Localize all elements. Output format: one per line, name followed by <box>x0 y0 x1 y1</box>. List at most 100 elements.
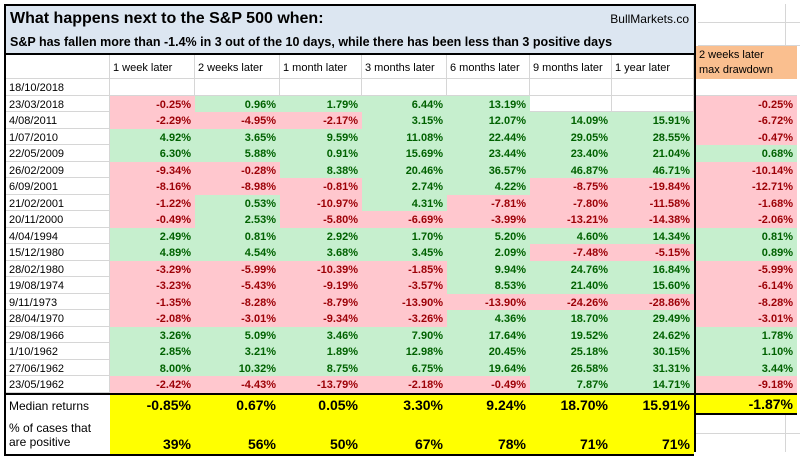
return-cell: 4.89% <box>110 244 195 261</box>
return-cell: 0.96% <box>195 95 280 112</box>
return-cell: 3.26% <box>110 326 195 343</box>
return-cell: 26.58% <box>530 359 612 376</box>
return-cell: -10.39% <box>280 260 362 277</box>
return-cell: 15.91% <box>612 112 694 129</box>
date-cell: 23/05/1962 <box>6 376 110 393</box>
date-cell: 1/07/2010 <box>6 128 110 145</box>
median-cell: 9.24% <box>447 394 530 417</box>
table-row: 21/02/2001 -1.22% 0.53% -10.97% 4.31% -7.81% -… <box>6 194 694 211</box>
return-cell: -24.26% <box>530 293 612 310</box>
return-cell: -10.97% <box>280 194 362 211</box>
return-cell: 1.70% <box>362 227 447 244</box>
return-cell: 30.15% <box>612 343 694 360</box>
column-header: 3 months later <box>362 55 447 79</box>
return-cell: 17.64% <box>447 326 530 343</box>
return-cell: 4.36% <box>447 310 530 327</box>
column-header: 6 months later <box>447 55 530 79</box>
return-cell: 24.76% <box>530 260 612 277</box>
return-cell: -3.57% <box>362 277 447 294</box>
percent-positive-cell: 39% <box>110 417 195 454</box>
date-cell: 27/06/1962 <box>6 359 110 376</box>
return-cell: 2.49% <box>110 227 195 244</box>
gridline <box>698 22 800 23</box>
return-cell: -0.28% <box>195 161 280 178</box>
return-cell: 5.09% <box>195 326 280 343</box>
return-cell: 2.85% <box>110 343 195 360</box>
return-cell: 18.70% <box>530 310 612 327</box>
median-max-drawdown-cell: -1.87% <box>696 392 797 415</box>
return-cell: 28.55% <box>612 128 694 145</box>
return-cell: -7.81% <box>447 194 530 211</box>
return-cell: 8.53% <box>447 277 530 294</box>
percent-positive-cell: 71% <box>612 417 694 454</box>
table-row: 26/02/2009 -9.34% -0.28% 8.38% 20.46% 36.57% 4… <box>6 161 694 178</box>
date-cell: 4/04/1994 <box>6 227 110 244</box>
return-cell: -19.84% <box>612 178 694 195</box>
max-drawdown-cell: -0.47% <box>696 128 797 145</box>
return-cell: -28.86% <box>612 293 694 310</box>
return-cell <box>530 79 612 96</box>
return-cell: -7.80% <box>530 194 612 211</box>
max-drawdown-cell: -2.06% <box>696 211 797 228</box>
return-cell: 23.44% <box>447 145 530 162</box>
return-cell: -9.34% <box>280 310 362 327</box>
return-cell: 29.05% <box>530 128 612 145</box>
return-cell: 6.44% <box>362 95 447 112</box>
return-cell: 16.84% <box>612 260 694 277</box>
return-cell <box>195 79 280 96</box>
return-cell: 0.91% <box>280 145 362 162</box>
return-cell: 0.53% <box>195 194 280 211</box>
return-cell: -1.35% <box>110 293 195 310</box>
return-cell: 2.92% <box>280 227 362 244</box>
date-cell: 18/10/2018 <box>6 79 110 96</box>
table-row: 19/08/1974 -3.23% -5.43% -9.19% -3.57% 8.53% 2… <box>6 277 694 294</box>
return-cell: 3.15% <box>362 112 447 129</box>
return-cell: 1.79% <box>280 95 362 112</box>
return-cell: -3.29% <box>110 260 195 277</box>
return-cell: 2.09% <box>447 244 530 261</box>
return-cell <box>447 79 530 96</box>
percent-positive-cell: 56% <box>195 417 280 454</box>
return-cell: -9.19% <box>280 277 362 294</box>
return-cell: 3.65% <box>195 128 280 145</box>
return-cell: -4.43% <box>195 376 280 393</box>
return-cell: -11.58% <box>612 194 694 211</box>
date-cell: 22/05/2009 <box>6 145 110 162</box>
percent-positive-row: % of cases that are positive 39% 56% 50% 67%… <box>6 417 694 456</box>
return-cell: 20.46% <box>362 161 447 178</box>
date-cell: 6/09/2001 <box>6 178 110 195</box>
return-cell: 21.40% <box>530 277 612 294</box>
return-cell: -13.79% <box>280 376 362 393</box>
return-cell: 6.30% <box>110 145 195 162</box>
max-drawdown-cell <box>696 79 797 96</box>
max-drawdown-column: 2 weeks later max drawdown -0.25% -6.72% -… <box>694 46 797 452</box>
return-cell: -2.08% <box>110 310 195 327</box>
return-cell: 46.71% <box>612 161 694 178</box>
median-cell: -0.85% <box>110 394 195 417</box>
return-cell: 3.45% <box>362 244 447 261</box>
max-drawdown-cell: -6.14% <box>696 277 797 294</box>
return-cell: -0.25% <box>110 95 195 112</box>
return-cell: 21.04% <box>612 145 694 162</box>
return-cell: -9.34% <box>110 161 195 178</box>
column-header: 9 months later <box>530 55 612 79</box>
return-cell: -2.18% <box>362 376 447 393</box>
column-header: 1 week later <box>110 55 195 79</box>
table-row: 15/12/1980 4.89% 4.54% 3.68% 3.45% 2.09% -7.48… <box>6 244 694 261</box>
gridline <box>698 45 800 46</box>
max-drawdown-cell: -5.99% <box>696 260 797 277</box>
table-row: 28/04/1970 -2.08% -3.01% -9.34% -3.26% 4.36% 1… <box>6 310 694 327</box>
max-drawdown-header-line1: 2 weeks later <box>699 49 764 61</box>
return-cell: -8.79% <box>280 293 362 310</box>
return-cell <box>280 79 362 96</box>
max-drawdown-cell: -1.68% <box>696 194 797 211</box>
return-cell: 6.75% <box>362 359 447 376</box>
gridline <box>696 433 800 434</box>
table-row: 6/09/2001 -8.16% -8.98% -0.81% 2.74% 4.22% -8.… <box>6 178 694 195</box>
return-cell: 15.60% <box>612 277 694 294</box>
median-cell: 3.30% <box>362 394 447 417</box>
max-drawdown-cell: -0.25% <box>696 95 797 112</box>
return-cell: 23.40% <box>530 145 612 162</box>
return-cell: 10.32% <box>195 359 280 376</box>
